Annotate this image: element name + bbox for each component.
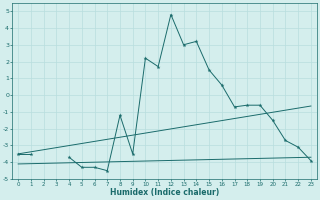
X-axis label: Humidex (Indice chaleur): Humidex (Indice chaleur) — [110, 188, 219, 197]
